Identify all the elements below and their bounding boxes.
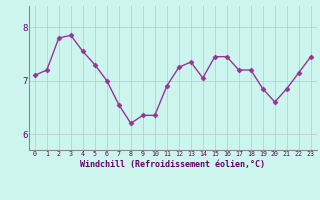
X-axis label: Windchill (Refroidissement éolien,°C): Windchill (Refroidissement éolien,°C)	[80, 160, 265, 169]
